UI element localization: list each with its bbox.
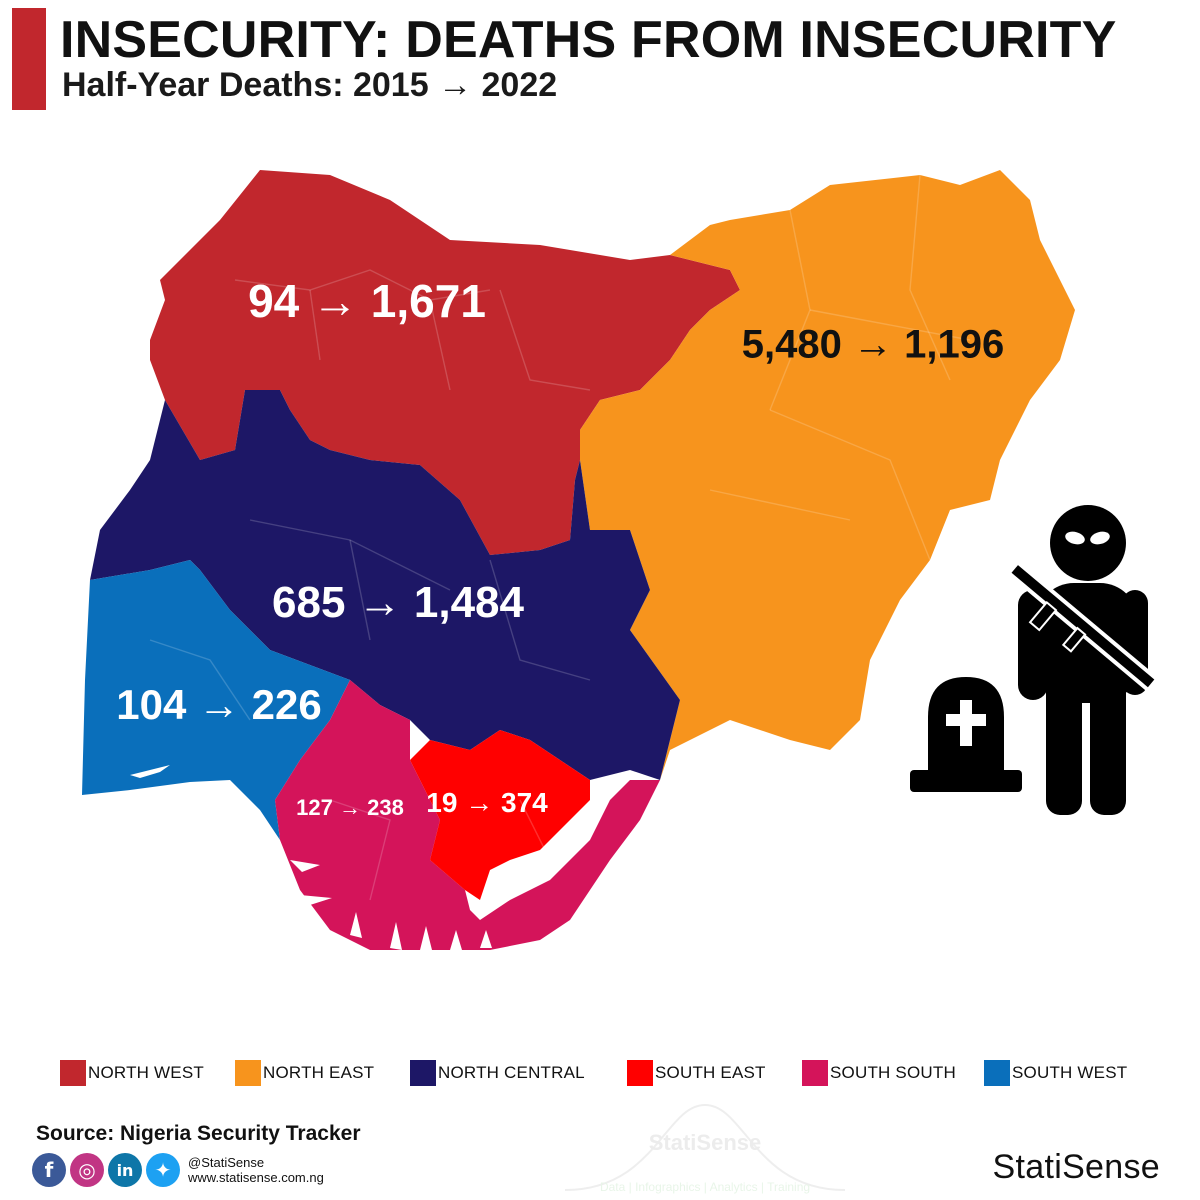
legend-swatch bbox=[984, 1060, 1010, 1086]
legend-label: SOUTH SOUTH bbox=[830, 1063, 956, 1082]
legend-swatch bbox=[627, 1060, 653, 1086]
legend: NORTH WEST NORTH EAST NORTH CENTRAL SOUT… bbox=[60, 1058, 1170, 1092]
region-north-central bbox=[90, 390, 680, 780]
south-east-value-label: 19 → 374 bbox=[426, 787, 548, 818]
legend-item-south-east: SOUTH EAST bbox=[627, 1058, 766, 1088]
facebook-icon[interactable]: f bbox=[32, 1153, 66, 1187]
legend-label: SOUTH EAST bbox=[655, 1063, 766, 1082]
page-subtitle: Half-Year Deaths: 2015 → 2022 bbox=[62, 66, 558, 104]
legend-label: NORTH WEST bbox=[88, 1063, 204, 1082]
social-links: f ◎ in ✦ @StatiSense www.statisense.com.… bbox=[32, 1150, 324, 1190]
title-accent-bar bbox=[12, 8, 46, 110]
legend-swatch bbox=[802, 1060, 828, 1086]
source-note: Source: Nigeria Security Tracker bbox=[36, 1122, 361, 1145]
south-south-value-label: 127 → 238 bbox=[296, 795, 404, 820]
south-west-value-label: 104 → 226 bbox=[116, 681, 322, 728]
map-svg bbox=[82, 170, 1075, 950]
gravestone-icon bbox=[910, 677, 1022, 792]
north-west-value-label: 94 → 1,671 bbox=[248, 275, 486, 327]
legend-item-south-west: SOUTH WEST bbox=[984, 1058, 1127, 1088]
brand-logo: StatiSense bbox=[992, 1148, 1160, 1186]
region-south-south bbox=[275, 680, 660, 950]
north-east-value-label: 5,480 → 1,196 bbox=[741, 322, 1005, 367]
lagoon-shape bbox=[130, 765, 170, 778]
state-borders bbox=[149, 174, 971, 901]
legend-item-south-south: SOUTH SOUTH bbox=[802, 1058, 956, 1088]
legend-item-north-west: NORTH WEST bbox=[60, 1058, 204, 1088]
bell-curve-icon bbox=[564, 1103, 846, 1191]
watermark-text: StatiSense bbox=[648, 1130, 762, 1155]
legend-label: NORTH CENTRAL bbox=[438, 1063, 585, 1082]
legend-item-north-east: NORTH EAST bbox=[235, 1058, 374, 1088]
north-central-value-label: 685 → 1,484 bbox=[272, 578, 524, 627]
watermark: StatiSense Data | Infographics | Analyti… bbox=[545, 1100, 865, 1196]
linkedin-icon[interactable]: in bbox=[108, 1153, 142, 1187]
twitter-icon[interactable]: ✦ bbox=[146, 1153, 180, 1187]
nigeria-map: 94 → 1,671 5,480 → 1,196 685 → 1,484 104… bbox=[70, 160, 1100, 990]
legend-item-north-central: NORTH CENTRAL bbox=[410, 1058, 585, 1088]
region-south-west bbox=[82, 560, 350, 840]
page-title: INSECURITY: DEATHS FROM INSECURITY bbox=[60, 11, 1117, 69]
delta-creeks bbox=[290, 860, 492, 950]
legend-label: NORTH EAST bbox=[263, 1063, 375, 1082]
contact-handles: @StatiSense www.statisense.com.ng bbox=[188, 1155, 324, 1185]
region-north-west bbox=[150, 170, 740, 555]
legend-swatch bbox=[235, 1060, 261, 1086]
legend-label: SOUTH WEST bbox=[1012, 1063, 1128, 1082]
social-handle[interactable]: @StatiSense bbox=[188, 1155, 265, 1170]
legend-swatch bbox=[60, 1060, 86, 1086]
region-north-east bbox=[580, 170, 1075, 780]
website-link[interactable]: www.statisense.com.ng bbox=[188, 1170, 324, 1185]
legend-swatch bbox=[410, 1060, 436, 1086]
gunman-icon bbox=[1005, 505, 1160, 815]
region-south-east bbox=[410, 730, 590, 900]
watermark-tagline: Data | Infographics | Analytics | Traini… bbox=[599, 1180, 811, 1194]
instagram-icon[interactable]: ◎ bbox=[70, 1153, 104, 1187]
